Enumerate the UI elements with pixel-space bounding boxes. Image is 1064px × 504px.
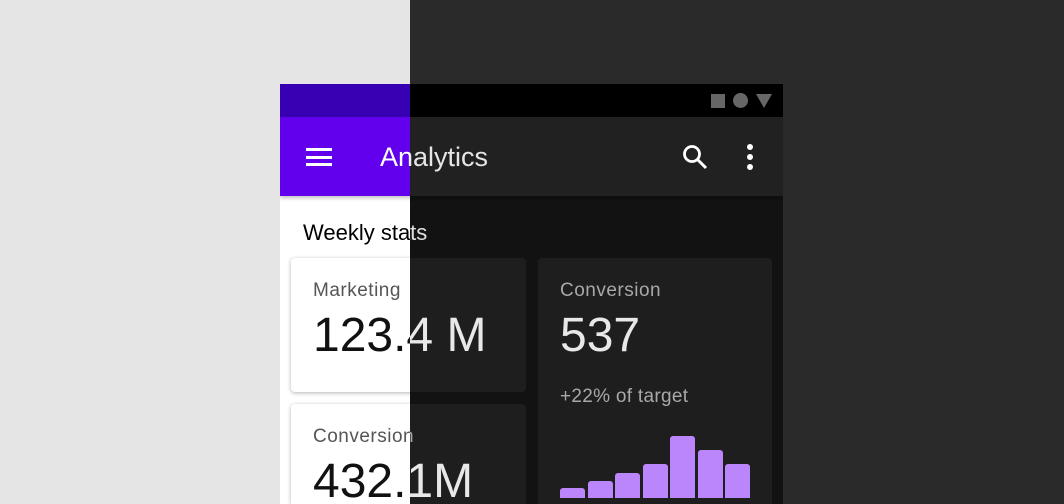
light-theme-half: Analytics Weekly stats Marketing 123.4 M… <box>0 0 410 504</box>
chart-bar <box>587 481 613 498</box>
menu-icon[interactable] <box>306 148 332 166</box>
stat-card-marketing[interactable]: Marketing 123.4 M <box>291 258 410 392</box>
card-value: 123.4 M <box>410 309 487 362</box>
square-icon <box>711 93 725 108</box>
app-title: Analytics <box>380 142 410 172</box>
chart-bar <box>560 488 585 498</box>
chart-bar <box>697 450 723 498</box>
stat-card-marketing[interactable]: Marketing 123.4 M <box>410 258 526 392</box>
status-bar <box>280 84 410 117</box>
chart-bar <box>670 436 695 498</box>
chart-bar <box>615 473 640 498</box>
card-value: 123.4 M <box>313 309 410 362</box>
triangle-icon <box>756 93 772 108</box>
app-bar: Analytics <box>280 117 410 196</box>
phone-screen: Analytics Weekly stats Marketing 123.4 M… <box>280 84 410 504</box>
stat-card-conversion[interactable]: Conversion 432.1M <box>410 404 526 504</box>
content-area: Weekly stats Marketing 123.4 M Conversio… <box>410 196 783 504</box>
phone-screen: Analytics Weekly stats Marketing 123.4 M… <box>410 84 783 504</box>
card-value: 537 <box>560 309 641 362</box>
bar-chart <box>560 436 750 498</box>
card-label: Conversion <box>410 426 414 448</box>
circle-icon <box>733 93 748 108</box>
chart-bar <box>642 464 668 498</box>
search-icon[interactable] <box>682 144 708 170</box>
card-label: Marketing <box>313 280 401 301</box>
section-title: Weekly stats <box>410 220 428 245</box>
more-vert-icon[interactable] <box>746 144 754 170</box>
card-value: 432.1M <box>313 455 410 504</box>
card-label: Conversion <box>313 426 410 447</box>
status-bar <box>410 84 783 117</box>
app-title: Analytics <box>410 142 489 172</box>
section-title: Weekly stats <box>303 220 410 245</box>
app-bar: Analytics <box>410 117 783 196</box>
dark-theme-half: Analytics Weekly stats Marketing 123.4 M… <box>410 0 1064 504</box>
card-label: Conversion <box>560 280 662 301</box>
chart-bar <box>725 464 750 498</box>
stat-card-conversion-chart[interactable]: Conversion 537 +22% of target <box>538 258 772 504</box>
content-area: Weekly stats Marketing 123.4 M Conversio… <box>280 196 410 504</box>
stat-card-conversion[interactable]: Conversion 432.1M <box>291 404 410 504</box>
card-subtitle: +22% of target <box>560 386 689 407</box>
card-value: 432.1M <box>410 455 474 504</box>
